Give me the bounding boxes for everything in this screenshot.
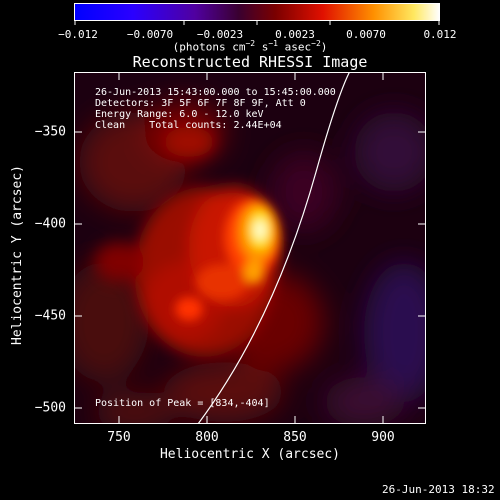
plot-title: Reconstructed RHESSI Image (132, 53, 368, 71)
rhessi-image (74, 72, 426, 424)
colorbar-tick-label: 0.0070 (346, 28, 386, 41)
units-exp: −1 (268, 39, 278, 48)
colorbar-ticks (74, 20, 440, 25)
x-tick-label: 800 (195, 430, 219, 445)
units-exp: −2 (311, 39, 321, 48)
colorbar-tick-label: −0.0070 (126, 28, 174, 41)
y-tick-label: −450 (34, 308, 66, 324)
solar-limb-line (197, 72, 366, 424)
x-axis-label: Heliocentric X (arcsec) (159, 447, 340, 462)
x-tick-label: 850 (283, 430, 307, 445)
info-detectors: Detectors: 3F 5F 6F 7F 8F 9F, Att 0 (95, 98, 306, 109)
colorbar-tick-label: −0.012 (58, 28, 98, 41)
y-axis-label: Heliocentric Y (arcsec) (10, 164, 25, 346)
y-tick-label: −350 (34, 124, 66, 140)
y-tick-label: −500 (34, 400, 66, 416)
x-tick-label: 750 (107, 430, 131, 445)
info-clean-counts: Clean Total counts: 2.44E+04 (95, 120, 282, 131)
info-time: 26-Jun-2013 15:43:00.000 to 15:45:00.000 (95, 87, 336, 98)
peak-position: Position of Peak = [834,-404] (95, 398, 270, 409)
timestamp: 26-Jun-2013 18:32 (382, 483, 495, 496)
units-text: s (255, 40, 269, 54)
colorbar (74, 3, 440, 21)
y-tick-label: −400 (34, 216, 66, 232)
colorbar-tick-label: −0.0023 (196, 28, 244, 41)
x-tick-label: 900 (371, 430, 395, 445)
info-energy: Energy Range: 6.0 - 12.0 keV (95, 109, 264, 120)
units-text: ) (320, 40, 328, 54)
colorbar-units: (photons cm−2 s−1 asec−2) (0, 39, 500, 54)
units-text: asec (278, 40, 312, 54)
units-exp: −2 (245, 39, 256, 48)
colorbar-tick-label: 0.012 (423, 28, 457, 41)
units-text: (photons cm (172, 40, 246, 54)
colorbar-tick-label: 0.0023 (275, 28, 315, 41)
